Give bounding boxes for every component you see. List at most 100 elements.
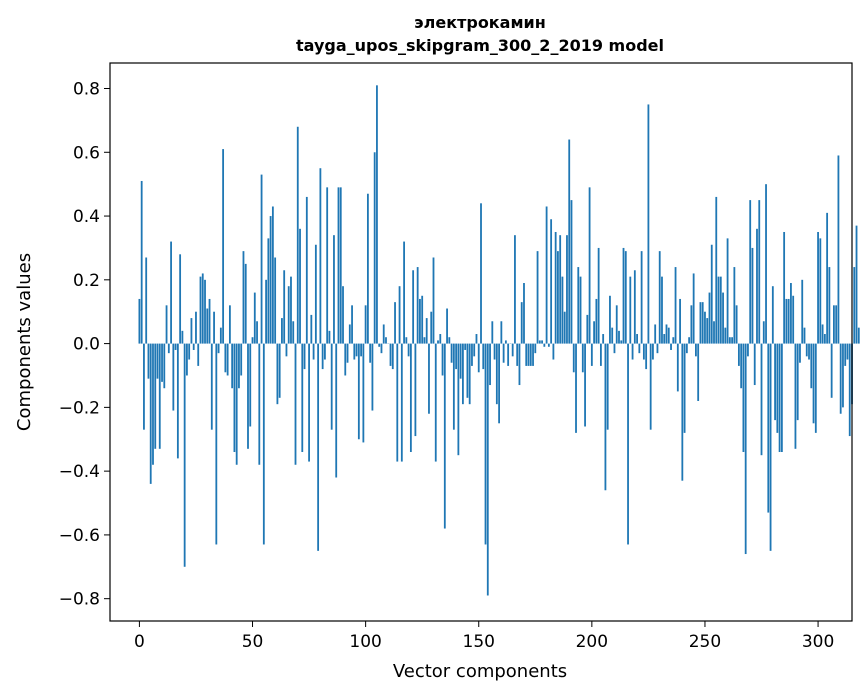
bar [758, 200, 761, 344]
chart-title: электрокамин [414, 13, 546, 32]
bar [568, 139, 571, 344]
bar [156, 343, 159, 379]
bar [376, 85, 378, 344]
bar [342, 286, 344, 344]
bar [667, 327, 670, 344]
bar [826, 212, 829, 344]
bar [706, 318, 709, 344]
bar [394, 302, 396, 344]
bar [735, 305, 738, 344]
bar [294, 343, 297, 465]
bar [774, 343, 776, 421]
plot-frame [109, 62, 853, 622]
bar [296, 126, 299, 344]
bar [796, 343, 799, 421]
bar [753, 343, 756, 386]
bar [405, 337, 408, 344]
bar [228, 305, 231, 344]
bar [683, 343, 686, 433]
bar [561, 276, 564, 344]
bar [195, 311, 197, 344]
bar [276, 343, 279, 405]
bar [708, 292, 711, 344]
bar [480, 203, 482, 344]
bar [274, 257, 277, 344]
bar [430, 311, 433, 344]
bar [281, 318, 283, 344]
bar [828, 267, 831, 344]
bar [756, 228, 758, 344]
bar [692, 273, 695, 344]
bar [853, 267, 856, 344]
bar [287, 286, 290, 344]
bar [450, 343, 453, 363]
bar [278, 343, 281, 398]
x-axis-label: Vector components [393, 661, 567, 682]
bar [776, 343, 779, 433]
bar [808, 343, 810, 360]
bar [285, 343, 288, 357]
bar [762, 321, 765, 344]
bar [389, 343, 392, 366]
bar [527, 343, 530, 366]
y-tick-label: −0.4 [59, 462, 100, 482]
bar [495, 343, 498, 405]
bar [176, 343, 179, 459]
bar [152, 343, 154, 465]
bar [631, 343, 634, 360]
bar [674, 267, 677, 344]
bar [423, 337, 426, 344]
bar [749, 200, 752, 344]
bar [810, 343, 813, 389]
bar [814, 343, 817, 433]
bar [398, 286, 401, 344]
bar [579, 276, 582, 344]
bar [353, 343, 356, 360]
bar [172, 343, 175, 411]
bar [138, 298, 141, 344]
bar [301, 343, 304, 452]
bar [226, 343, 229, 376]
bar [446, 308, 448, 344]
bar [652, 343, 654, 360]
bar [581, 343, 584, 373]
bar [577, 267, 580, 344]
bar [839, 343, 842, 414]
bar [794, 343, 797, 449]
bar [484, 343, 487, 545]
bar [346, 343, 349, 363]
bar [421, 295, 424, 344]
bar [676, 343, 679, 392]
bar [744, 343, 747, 555]
bar [737, 343, 740, 366]
bar [233, 343, 236, 452]
bar [188, 343, 191, 360]
bar [699, 302, 702, 344]
bar [622, 247, 625, 344]
bar [516, 343, 519, 366]
bar [292, 321, 295, 344]
bar [432, 257, 435, 344]
bar [328, 330, 331, 344]
bar [312, 343, 315, 360]
bar [645, 343, 648, 370]
bar [407, 343, 410, 357]
bar [566, 235, 568, 344]
bar [722, 292, 724, 344]
bar [462, 343, 464, 405]
bar [713, 321, 715, 344]
bar [247, 343, 249, 449]
bar [771, 286, 774, 344]
bar [602, 334, 605, 344]
bar [604, 343, 607, 491]
bar [654, 324, 657, 344]
bar [642, 343, 645, 360]
bar [409, 343, 412, 452]
bar [552, 343, 555, 360]
bar [452, 343, 455, 430]
bar [812, 343, 815, 424]
bar [498, 343, 500, 424]
bar [489, 343, 491, 386]
bar [597, 247, 600, 344]
bar [443, 343, 446, 529]
